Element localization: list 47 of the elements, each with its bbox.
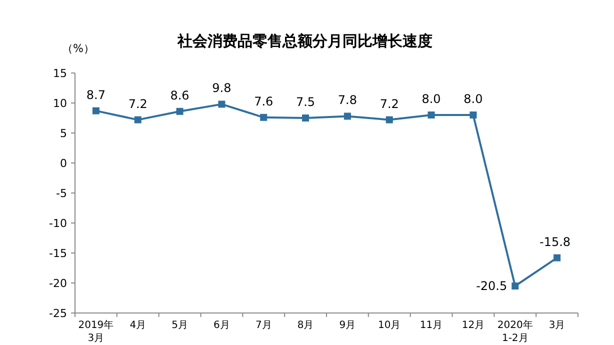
y-tick-label: 0 <box>60 157 67 170</box>
point <box>176 108 184 115</box>
x-tick-label: 5月 <box>172 320 188 331</box>
data-label: 8.0 <box>422 92 441 106</box>
point <box>386 116 393 124</box>
data-label: 8.6 <box>170 88 190 102</box>
x-tick-label: 2019年 3月 <box>78 319 114 344</box>
y-tick-label: 10 <box>53 97 67 110</box>
y-axis-title: （%） <box>62 42 94 55</box>
y-tick-label: 5 <box>60 127 67 140</box>
data-label: -20.5 <box>476 279 508 293</box>
x-tick-label: 9月 <box>339 320 356 331</box>
x-tick-label: 2020年 1-2月 <box>497 319 533 344</box>
data-label: -15.8 <box>540 234 571 249</box>
data-label: 7.6 <box>254 94 274 108</box>
x-tick-label: 6月 <box>214 320 230 331</box>
y-tick-label: -15 <box>49 247 67 260</box>
point <box>92 107 100 114</box>
point <box>512 282 519 290</box>
data-label: 8.7 <box>86 88 106 102</box>
x-tick-label: 12月 <box>462 320 485 331</box>
data-label: 8.0 <box>464 92 483 106</box>
x-tick-label: 8月 <box>297 320 314 331</box>
y-tick-label: -10 <box>49 217 67 230</box>
data-label: 7.5 <box>296 95 316 109</box>
data-label: 7.8 <box>338 93 358 108</box>
data-label: 7.2 <box>128 96 148 111</box>
point <box>260 114 268 121</box>
y-tick-label: -20 <box>49 277 67 290</box>
point <box>428 112 435 118</box>
x-tick-label: 3月 <box>548 320 566 331</box>
y-tick-label: -5 <box>56 187 67 200</box>
y-tick-label: -25 <box>49 307 67 320</box>
point <box>302 114 310 122</box>
chart-title: 社会消费品零售总额分月同比增长速度 <box>176 32 432 50</box>
x-tick-label: 10月 <box>378 320 401 331</box>
x-tick-label: 7月 <box>255 320 272 331</box>
x-tick-label: 4月 <box>130 320 146 331</box>
point <box>134 116 142 124</box>
y-tick-label: 15 <box>53 67 67 80</box>
x-tick-label: 11月 <box>420 320 443 331</box>
point <box>470 112 477 118</box>
point <box>554 254 561 262</box>
point <box>344 112 351 120</box>
data-label: 9.8 <box>212 81 232 96</box>
point <box>218 100 226 108</box>
data-label: 7.2 <box>380 96 399 111</box>
